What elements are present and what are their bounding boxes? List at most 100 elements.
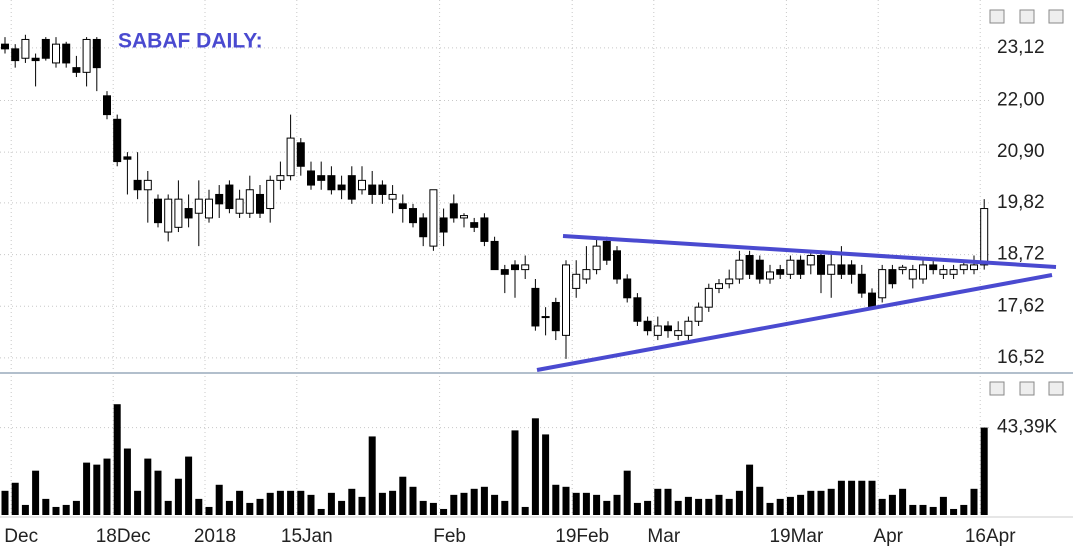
candle-body bbox=[980, 208, 989, 266]
candle-body bbox=[358, 179, 366, 191]
candle-body bbox=[21, 38, 30, 59]
volume-bar bbox=[786, 496, 794, 515]
volume-bar bbox=[572, 492, 580, 515]
volume-bar bbox=[888, 494, 896, 515]
volume-tick-label: 43,39K bbox=[997, 417, 1058, 438]
candle-body bbox=[562, 264, 570, 336]
candle-body bbox=[256, 193, 264, 214]
candle-body bbox=[827, 264, 836, 275]
volume-bar bbox=[827, 488, 835, 515]
volume-bar bbox=[236, 490, 244, 515]
minimize-button[interactable] bbox=[989, 381, 1005, 396]
candle-body bbox=[245, 189, 254, 214]
candle-body bbox=[898, 266, 907, 271]
volume-bar bbox=[552, 484, 560, 515]
maximize-button[interactable] bbox=[1019, 9, 1035, 24]
candle-body bbox=[949, 269, 958, 275]
volume-bar bbox=[725, 498, 733, 515]
candle-body bbox=[388, 193, 397, 200]
volume-bar bbox=[1, 490, 9, 515]
candle-body bbox=[327, 175, 336, 191]
volume-bar bbox=[246, 502, 254, 515]
candle-body bbox=[225, 184, 234, 210]
close-button[interactable] bbox=[1048, 381, 1064, 396]
volume-bar bbox=[389, 490, 397, 515]
candle-body bbox=[602, 240, 611, 261]
candle-body bbox=[541, 316, 550, 319]
candle-body bbox=[531, 287, 540, 327]
volume-bar bbox=[103, 458, 111, 515]
volume-bar bbox=[939, 496, 947, 515]
volume-bar bbox=[52, 506, 60, 515]
volume-bar bbox=[113, 404, 121, 515]
volume-bar bbox=[633, 502, 641, 515]
volume-bar bbox=[195, 498, 203, 515]
candle-body bbox=[745, 255, 754, 275]
volume-bar bbox=[807, 490, 815, 515]
candle-body bbox=[449, 203, 458, 219]
volume-bar bbox=[297, 490, 305, 515]
volume-bar bbox=[756, 486, 764, 515]
volume-bar bbox=[256, 498, 264, 515]
candle-body bbox=[929, 264, 938, 271]
x-tick-label: 16Apr bbox=[965, 526, 1016, 547]
volume-bar bbox=[654, 488, 662, 515]
volume-bar bbox=[776, 498, 784, 515]
volume-bar bbox=[154, 470, 162, 515]
candle-body bbox=[52, 43, 60, 64]
x-tick-label: 19Mar bbox=[769, 526, 824, 547]
candle-body bbox=[970, 264, 978, 271]
volume-bar bbox=[878, 498, 886, 515]
candle-body bbox=[205, 198, 213, 219]
candle-body bbox=[347, 175, 356, 200]
volume-bar bbox=[287, 490, 295, 515]
volume-bar bbox=[93, 464, 101, 515]
candle-body bbox=[766, 271, 774, 280]
maximize-button[interactable] bbox=[1019, 381, 1035, 396]
volume-bar bbox=[62, 504, 70, 515]
minimize-button[interactable] bbox=[989, 9, 1005, 24]
close-button[interactable] bbox=[1048, 9, 1064, 24]
x-tick-label: Mar bbox=[647, 526, 680, 547]
candle-body bbox=[480, 217, 489, 242]
candle-body bbox=[613, 250, 621, 280]
volume-bar bbox=[593, 494, 601, 515]
volume-bar bbox=[42, 498, 50, 515]
candle-body bbox=[551, 301, 560, 332]
volume-bar bbox=[307, 494, 315, 515]
y-tick-label: 20,90 bbox=[997, 141, 1045, 162]
candle-body bbox=[215, 193, 224, 205]
candle-body bbox=[368, 184, 377, 195]
volume-bar bbox=[225, 500, 233, 515]
candle-body bbox=[684, 320, 693, 336]
candle-body bbox=[653, 325, 662, 336]
volume-bar bbox=[960, 504, 968, 515]
y-tick-label: 16,52 bbox=[997, 347, 1045, 368]
candle-body bbox=[837, 264, 846, 275]
candle-body bbox=[337, 184, 346, 191]
volume-bar bbox=[684, 496, 692, 515]
volume-bar bbox=[368, 436, 376, 515]
candle-body bbox=[715, 283, 723, 289]
volume-bar bbox=[83, 462, 91, 515]
volume-bar bbox=[11, 482, 19, 515]
volume-bar bbox=[542, 434, 550, 515]
candle-body bbox=[735, 259, 744, 280]
candle-body bbox=[409, 208, 417, 224]
volume-bar bbox=[409, 486, 417, 515]
candle-body bbox=[174, 198, 183, 228]
candle-body bbox=[776, 269, 785, 275]
candle-body bbox=[276, 175, 285, 181]
volume-bar bbox=[858, 480, 866, 515]
candle-body bbox=[939, 269, 948, 275]
candle-body bbox=[82, 38, 91, 73]
volume-bar bbox=[674, 500, 682, 515]
candle-body bbox=[878, 269, 887, 299]
candle-body bbox=[133, 179, 142, 191]
candle-body bbox=[592, 245, 601, 271]
candle-body bbox=[307, 170, 315, 186]
volume-bar bbox=[705, 498, 713, 515]
volume-bar bbox=[562, 486, 570, 515]
volume-bar bbox=[980, 427, 988, 515]
y-tick-label: 18,72 bbox=[997, 244, 1045, 265]
